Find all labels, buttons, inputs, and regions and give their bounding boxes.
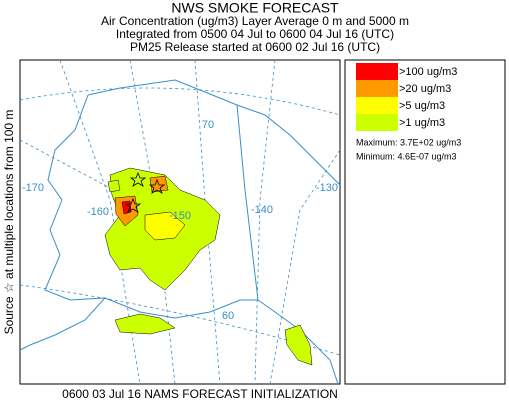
maximum: Maximum: 3.7E+02 ug/m3 [356, 137, 461, 147]
title: NWS SMOKE FORECAST [171, 0, 339, 16]
lat-label: 70 [202, 119, 214, 131]
minimum: Minimum: 4.6E-07 ug/m3 [356, 151, 457, 161]
lat-label: 60 [222, 310, 234, 322]
legend-swatch [356, 63, 398, 80]
legend: Maximum: 3.7E+02 ug/m3 Minimum: 4.6E-07 … [344, 59, 506, 385]
legend-label: >1 ug/m3 [399, 117, 445, 129]
lon-label: -160 [87, 206, 109, 218]
map: 70 -170 -160 -150 -140 -130 60 [19, 59, 341, 385]
legend-swatch [356, 80, 398, 97]
legend-swatch [356, 97, 398, 114]
coastline [19, 79, 341, 385]
lon-label: -130 [316, 182, 338, 194]
lon-label: -150 [169, 210, 191, 222]
lon-label: -140 [251, 204, 273, 216]
legend-swatch [356, 114, 398, 131]
legend-label: >100 ug/m3 [399, 66, 457, 78]
source-markers [124, 171, 166, 213]
lon-label: -170 [22, 182, 44, 194]
legend-label: >20 ug/m3 [399, 83, 451, 95]
footer: 0600 03 Jul 16 NAMS FORECAST INITIALIZAT… [62, 387, 338, 401]
subtitle: Air Concentration (ug/m3) Layer Average … [101, 14, 409, 28]
side-label: Source ☆ at multiple locations from 100 … [2, 110, 16, 335]
subtitle: PM25 Release started at 0600 02 Jul 16 (… [130, 40, 380, 54]
subtitle: Integrated from 0500 04 Jul to 0600 04 J… [116, 27, 394, 41]
legend-label: >5 ug/m3 [399, 100, 445, 112]
